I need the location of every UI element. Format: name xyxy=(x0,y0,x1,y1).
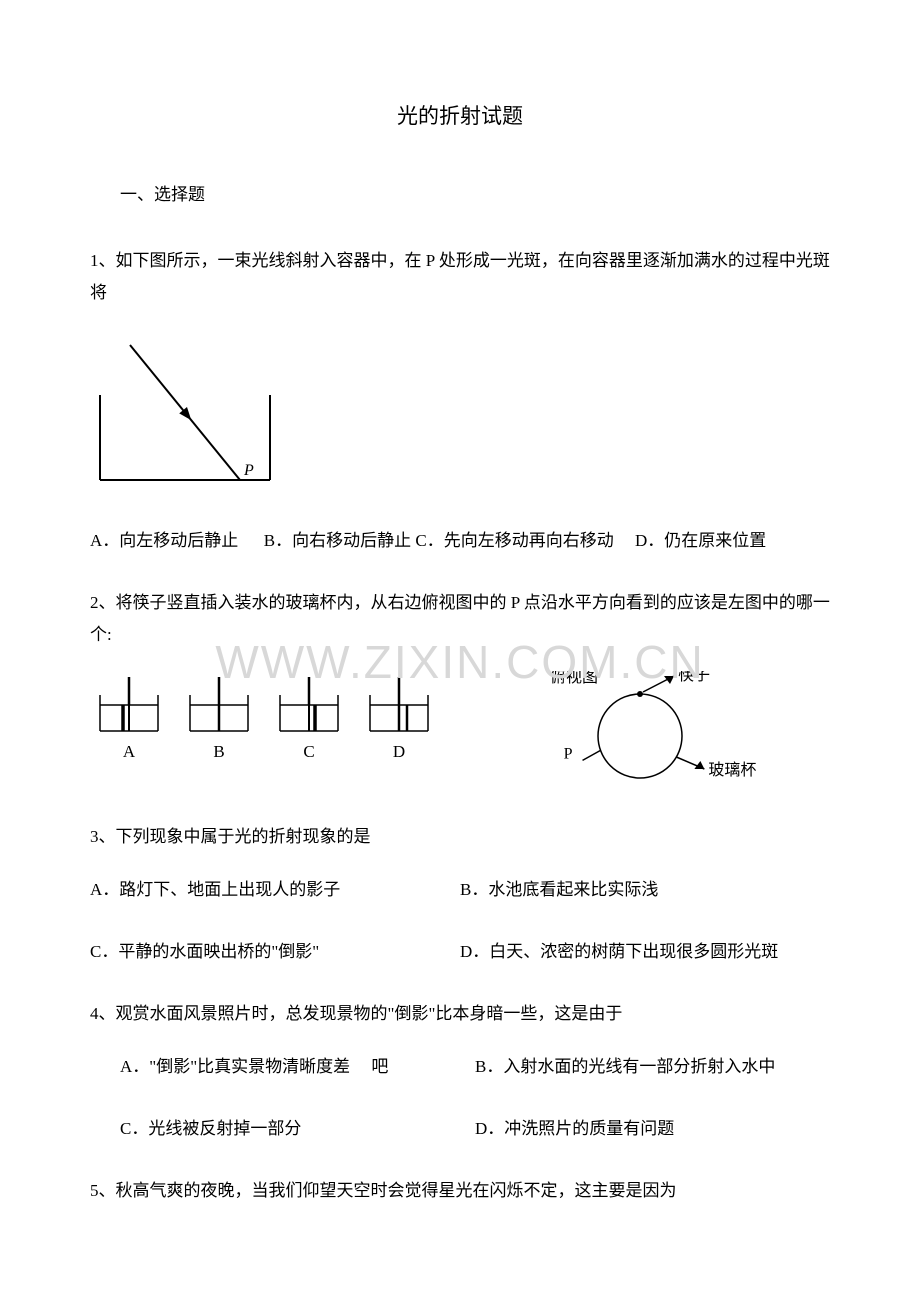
q1-stem: 1、如下图所示，一束光线斜射入容器中，在 P 处形成一光斑，在向容器里逐渐加满水… xyxy=(90,245,830,310)
q4-stem: 4、观赏水面风景照片时，总发现景物的"倒影"比本身暗一些，这是由于 xyxy=(90,998,830,1030)
question-2: 2、将筷子竖直插入装水的玻璃杯内，从右边俯视图中的 P 点沿水平方向看到的应该是… xyxy=(90,587,830,792)
q4-optA: A．"倒影"比真实景物清晰度差 吧 xyxy=(120,1051,475,1083)
page: 光的折射试题 一、选择题 1、如下图所示，一束光线斜射入容器中，在 P 处形成一… xyxy=(0,0,920,1278)
q2-left-svg: A B C D xyxy=(90,671,450,771)
q1-figure: P xyxy=(90,340,830,495)
q1-optD: D．仍在原来位置 xyxy=(635,525,766,557)
svg-text:B: B xyxy=(213,742,224,761)
svg-text:C: C xyxy=(303,742,314,761)
q3-optA: A．路灯下、地面上出现人的影子 xyxy=(90,874,460,906)
page-title: 光的折射试题 xyxy=(90,100,830,130)
question-3: 3、下列现象中属于光的折射现象的是 A．路灯下、地面上出现人的影子 B．水池底看… xyxy=(90,821,830,968)
svg-text:俯视图: 俯视图 xyxy=(550,671,598,686)
q3-optD: D．白天、浓密的树荫下出现很多圆形光斑 xyxy=(460,936,830,968)
q1-optB: B．向右移动后静止 xyxy=(264,525,411,557)
q4-optB: B．入射水面的光线有一部分折射入水中 xyxy=(475,1051,830,1083)
q1-options: A．向左移动后静止 B．向右移动后静止 C．先向左移动再向右移动 D．仍在原来位… xyxy=(90,525,830,557)
q4-options-row2: C．光线被反射掉一部分 D．冲洗照片的质量有问题 xyxy=(120,1113,830,1145)
svg-text:A: A xyxy=(123,742,136,761)
section-heading: 一、选择题 xyxy=(120,180,830,205)
q1-optC: C．先向左移动再向右移动 xyxy=(415,525,613,557)
svg-text:筷子: 筷子 xyxy=(678,671,710,684)
q3-optB: B．水池底看起来比实际浅 xyxy=(460,874,830,906)
q2-stem: 2、将筷子竖直插入装水的玻璃杯内，从右边俯视图中的 P 点沿水平方向看到的应该是… xyxy=(90,587,830,652)
svg-text:D: D xyxy=(393,742,405,761)
svg-text:P: P xyxy=(243,462,254,479)
q4-optD: D．冲洗照片的质量有问题 xyxy=(475,1113,830,1145)
q3-options-row2: C．平静的水面映出桥的"倒影" D．白天、浓密的树荫下出现很多圆形光斑 xyxy=(90,936,830,968)
q3-options-row1: A．路灯下、地面上出现人的影子 B．水池底看起来比实际浅 xyxy=(90,874,830,906)
q5-stem: 5、秋高气爽的夜晚，当我们仰望天空时会觉得星光在闪烁不定，这主要是因为 xyxy=(90,1175,830,1207)
q2-right-svg: P 筷子玻璃杯 俯视图 xyxy=(510,671,770,791)
q4-options-row1: A．"倒影"比真实景物清晰度差 吧 B．入射水面的光线有一部分折射入水中 xyxy=(120,1051,830,1083)
svg-text:玻璃杯: 玻璃杯 xyxy=(708,761,756,779)
q1-optA: A．向左移动后静止 xyxy=(90,525,238,557)
q4-optC: C．光线被反射掉一部分 xyxy=(120,1113,475,1145)
q2-figures: A B C D P 筷子玻璃杯 俯视图 xyxy=(90,671,830,791)
q3-stem: 3、下列现象中属于光的折射现象的是 xyxy=(90,821,830,853)
q3-optC: C．平静的水面映出桥的"倒影" xyxy=(90,936,460,968)
question-4: 4、观赏水面风景照片时，总发现景物的"倒影"比本身暗一些，这是由于 A．"倒影"… xyxy=(90,998,830,1145)
question-5: 5、秋高气爽的夜晚，当我们仰望天空时会觉得星光在闪烁不定，这主要是因为 xyxy=(90,1175,830,1207)
q1-svg: P xyxy=(90,340,280,490)
question-1: 1、如下图所示，一束光线斜射入容器中，在 P 处形成一光斑，在向容器里逐渐加满水… xyxy=(90,245,830,557)
svg-text:P: P xyxy=(564,746,573,763)
